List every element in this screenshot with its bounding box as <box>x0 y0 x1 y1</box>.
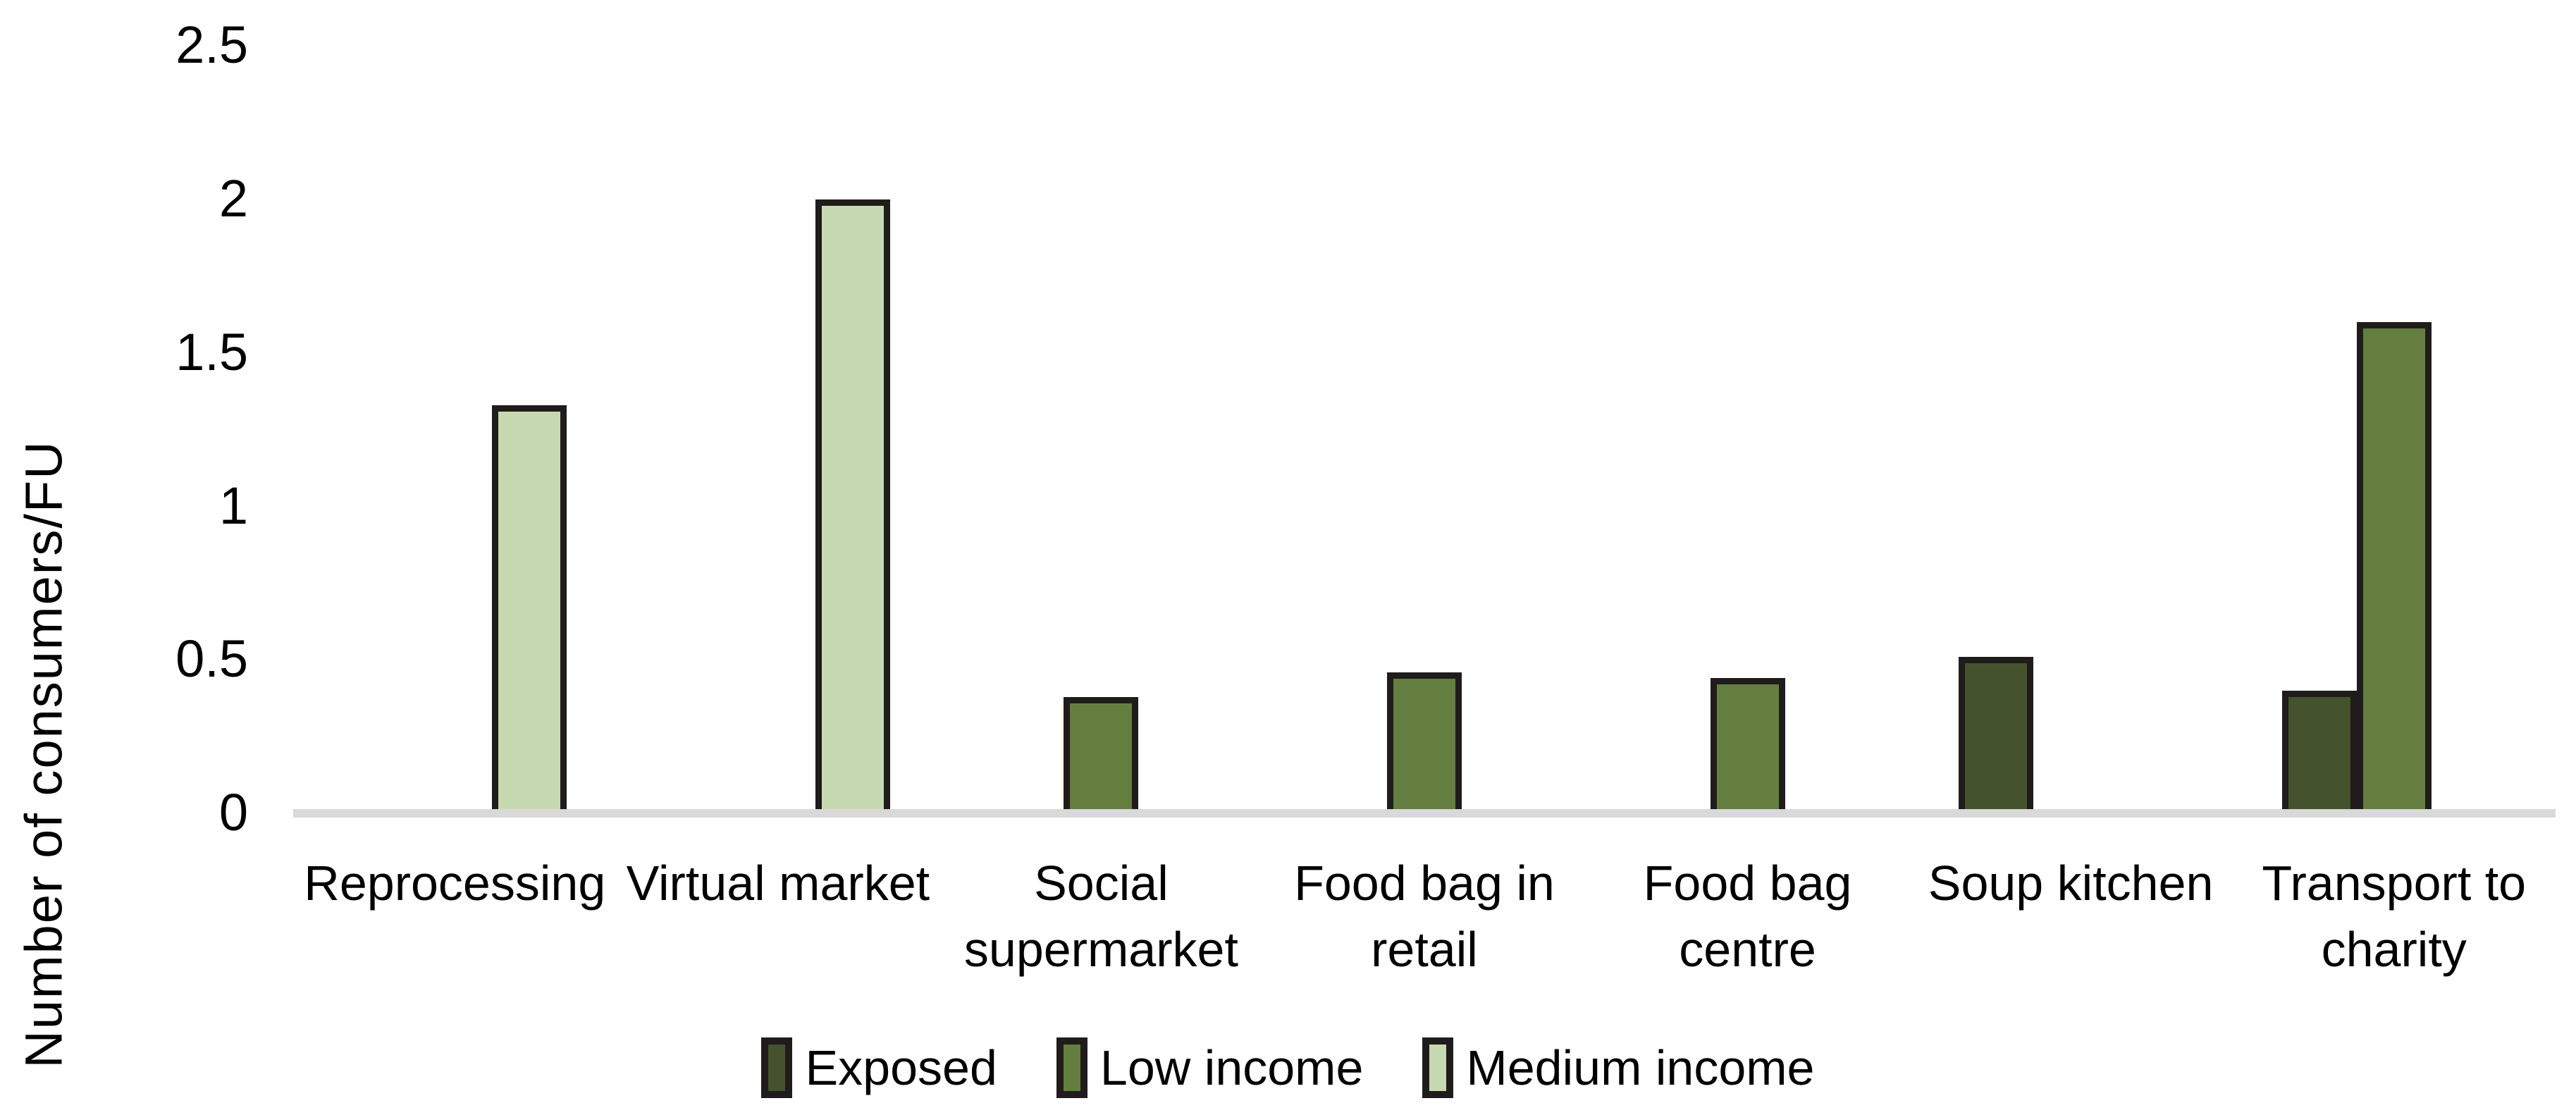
y-tick-label: 2 <box>218 168 248 228</box>
legend-item-exposed: Exposed <box>761 1037 997 1098</box>
category-label: Virtual market <box>596 850 961 916</box>
category-label: Food bag centre <box>1565 850 1930 982</box>
category-label: Reprocessing <box>272 850 638 916</box>
category-label-line: supermarket <box>963 922 1238 977</box>
legend: Exposed Low income Medium income <box>0 1037 2576 1098</box>
x-axis-line <box>293 809 2556 818</box>
bar-medium-income <box>815 199 890 809</box>
category-label: Transport to charity <box>2211 850 2576 982</box>
y-tick-label: 0.5 <box>175 629 248 689</box>
y-axis-title: Number of consumers/FU <box>14 440 73 1068</box>
category-label-line: Virtual market <box>626 856 930 911</box>
category-label-line: Reprocessing <box>304 856 606 911</box>
category-label: Food bag in retail <box>1242 850 1608 982</box>
bar-low-income <box>2356 322 2432 809</box>
category-label-line: Food bag <box>1643 856 1852 911</box>
y-tick-label: 0 <box>218 782 248 842</box>
category-label: Social supermarket <box>918 850 1284 982</box>
category-label-line: charity <box>2321 922 2467 977</box>
bar-low-income <box>1710 678 1785 809</box>
legend-item-low-income: Low income <box>1056 1037 1364 1098</box>
category-label-line: Food bag in <box>1294 856 1555 911</box>
legend-swatch <box>1056 1037 1087 1098</box>
category-label-line: Social <box>1034 856 1169 911</box>
legend-swatch <box>1422 1037 1454 1098</box>
category-label-line: retail <box>1371 922 1478 977</box>
bar-exposed <box>1959 656 2034 809</box>
legend-item-medium-income: Medium income <box>1422 1037 1815 1098</box>
y-tick-label: 1.5 <box>175 322 248 381</box>
bar-low-income <box>1064 696 1139 809</box>
legend-swatch <box>761 1037 793 1098</box>
legend-label: Exposed <box>805 1040 997 1095</box>
category-label-line: centre <box>1679 922 1816 977</box>
bar-medium-income <box>492 405 567 809</box>
y-tick-label: 2.5 <box>175 16 248 75</box>
category-label-line: Transport to <box>2262 856 2527 911</box>
legend-label: Medium income <box>1466 1040 1815 1095</box>
category-label-line: Soup kitchen <box>1928 856 2214 911</box>
y-tick-label: 1 <box>218 476 248 535</box>
legend-label: Low income <box>1099 1040 1364 1095</box>
bar-low-income <box>1387 672 1462 809</box>
category-label: Soup kitchen <box>1888 850 2254 916</box>
bar-exposed <box>2281 690 2357 809</box>
